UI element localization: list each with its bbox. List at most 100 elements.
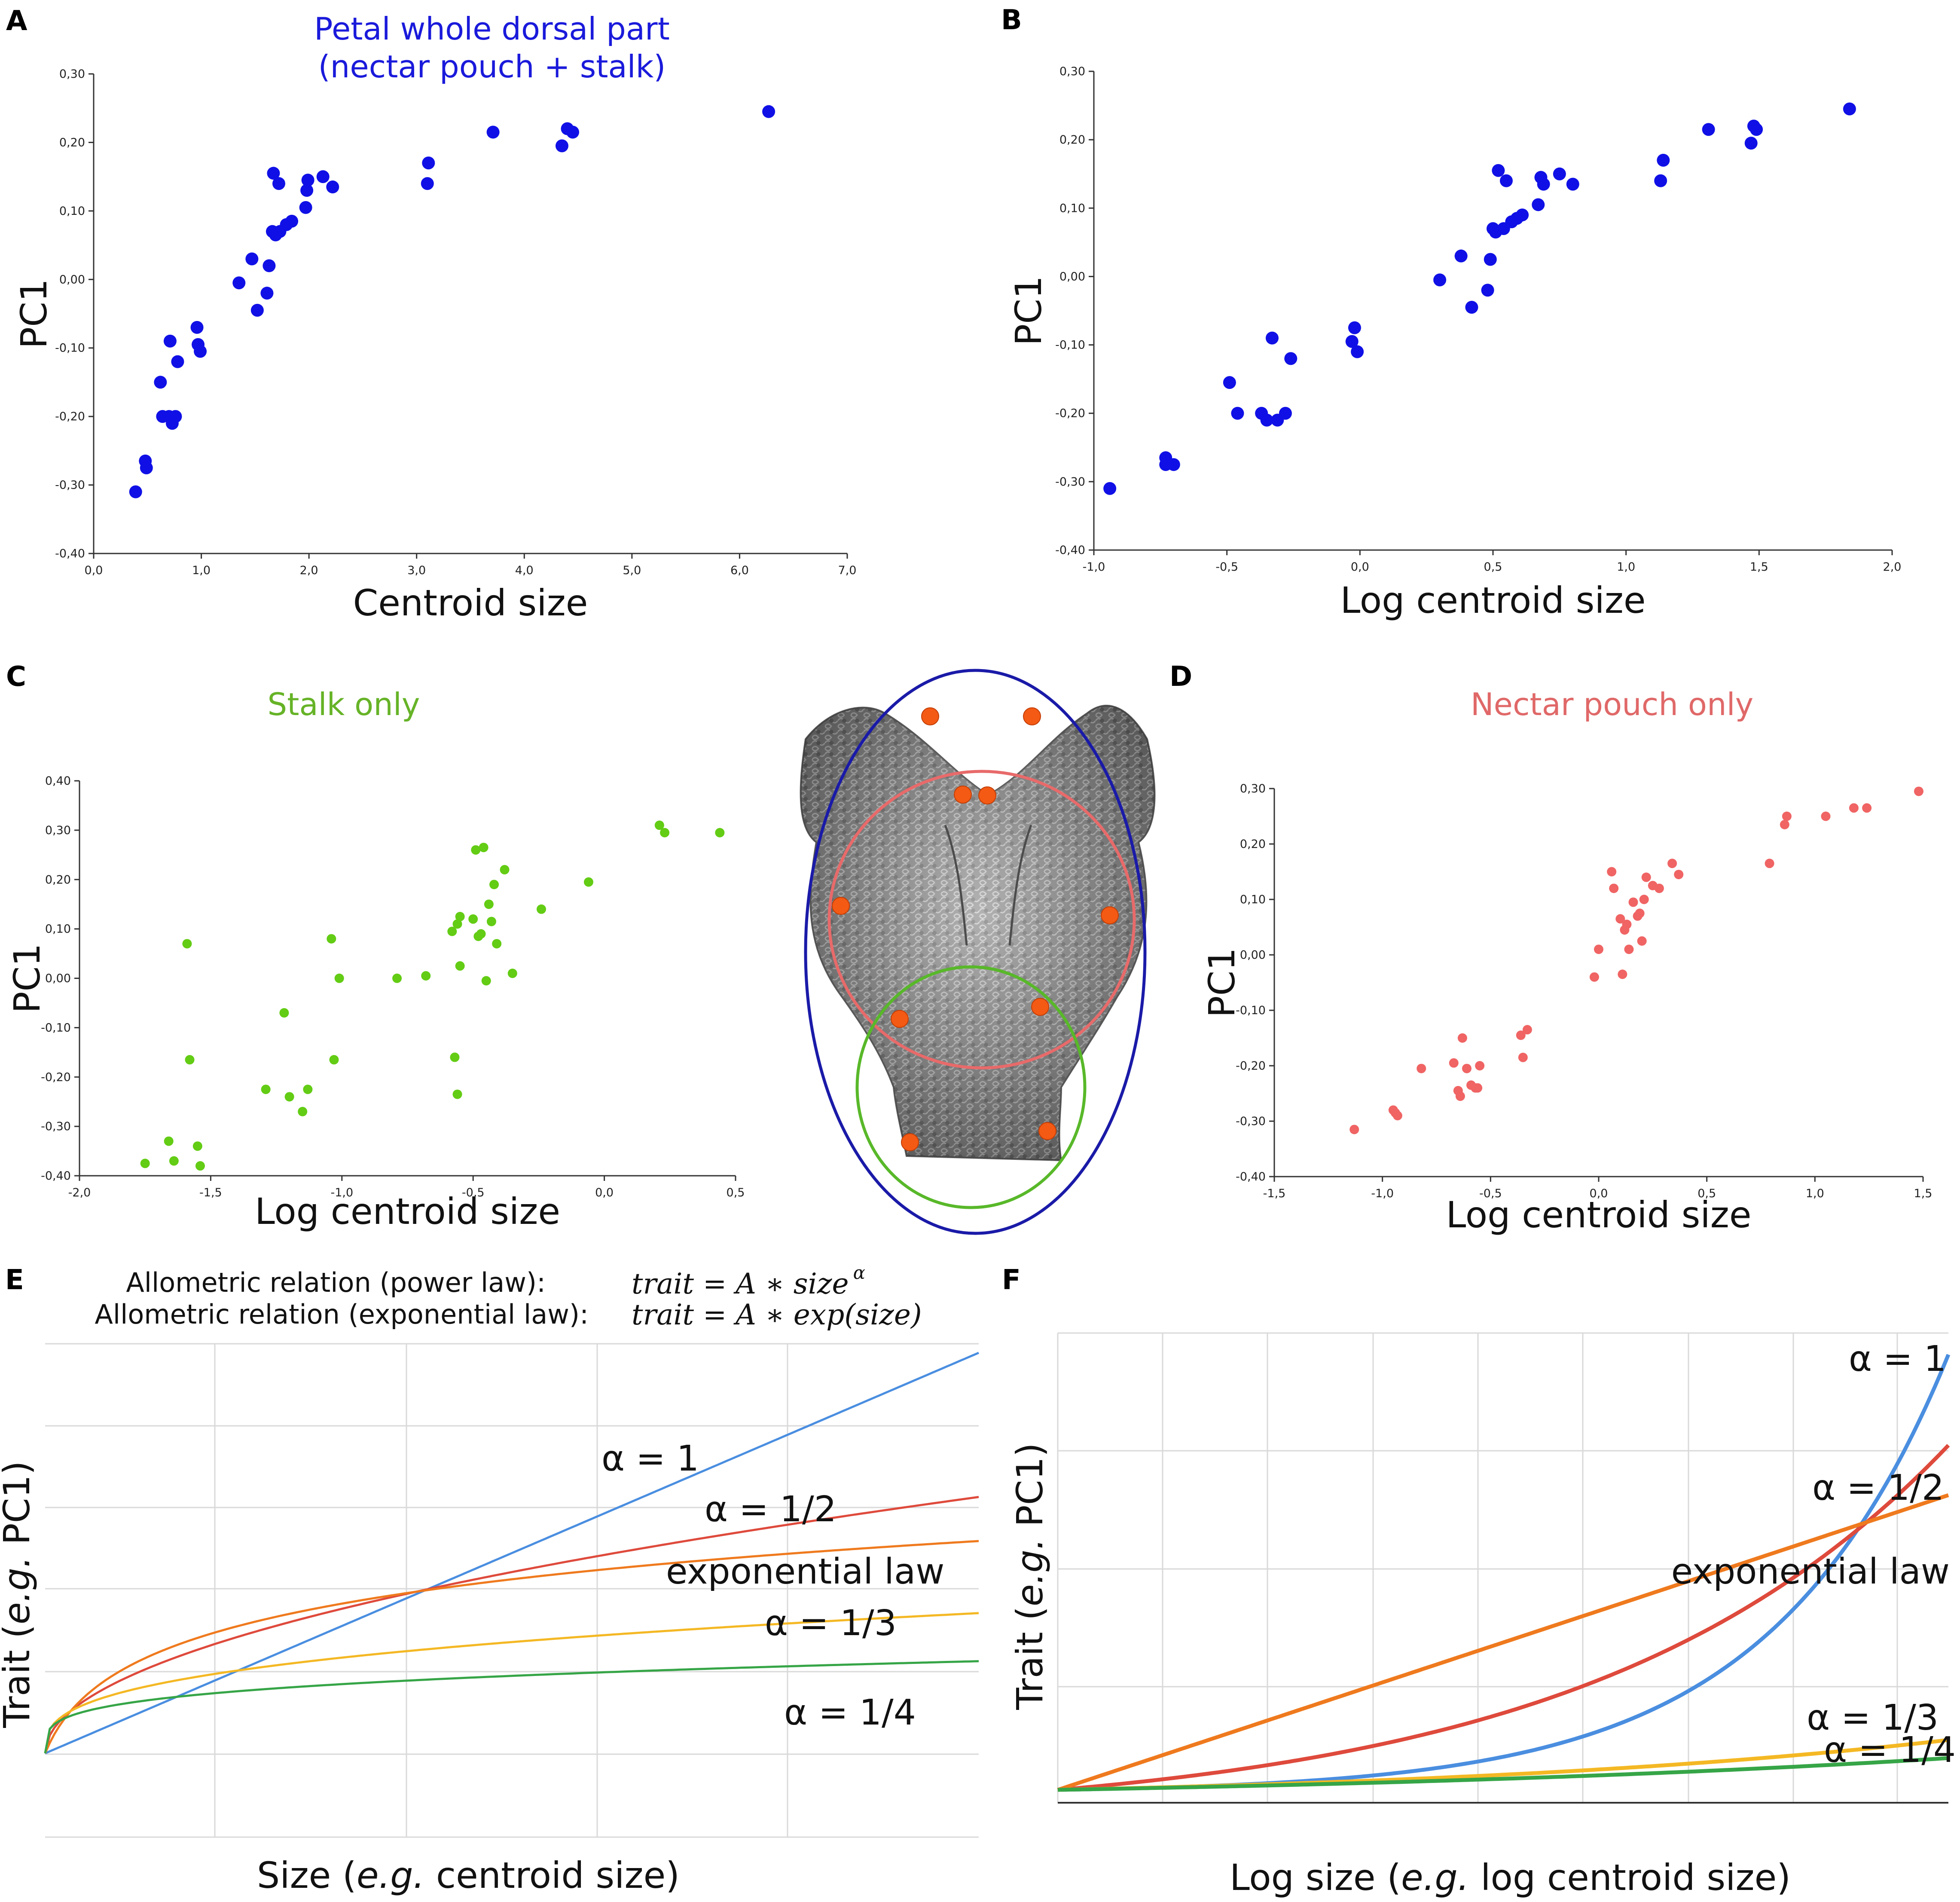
data-point [267, 167, 280, 180]
data-point [327, 934, 336, 944]
y-tick-label: -0,20 [41, 1070, 71, 1084]
x-tick-label: -2,0 [68, 1186, 91, 1199]
data-point [182, 939, 192, 949]
landmarks [832, 707, 1119, 1151]
x-axis-label-part: Log size ( [1230, 1856, 1401, 1899]
data-point [421, 971, 431, 981]
y-tick-label: -0,20 [1236, 1059, 1266, 1073]
data-point [1914, 786, 1923, 796]
data-point [140, 461, 153, 474]
y-tick-label: -0,10 [55, 342, 85, 355]
y-tick-label: -0,30 [41, 1120, 71, 1133]
data-point [190, 321, 204, 334]
data-point [185, 1055, 195, 1065]
panel-label-d: D [1169, 661, 1192, 693]
data-point [284, 1092, 294, 1102]
y-axis-label: PC1 [6, 943, 48, 1013]
data-point [1223, 376, 1236, 389]
series-label-0: α = 1 [601, 1438, 699, 1479]
y-tick-label: -0,30 [1055, 475, 1085, 489]
scatter-panel-a: -0,40 -0,30 -0,20 -0,10 0,00 0,10 0,20 0,30 0,0 1… [13, 11, 856, 624]
data-point [232, 276, 246, 290]
y-axis-label-part: PC1) [1009, 1443, 1051, 1538]
y-axis-label: PC1 [1007, 276, 1050, 346]
stalk-ellipse [855, 965, 1087, 1209]
line-panel-e: Allometric relation (power law): trait =… [0, 1262, 979, 1896]
y-tick-label: 0,00 [1240, 948, 1266, 962]
x-tick-label: 0,0 [1351, 560, 1369, 574]
y-axis-label-part: e.g. [0, 1556, 38, 1624]
data-point [1654, 884, 1664, 893]
data-point [334, 973, 344, 983]
chart-title: Petal whole dorsal part (nectar pouch + s… [314, 11, 670, 85]
data-point [1553, 167, 1566, 180]
data-point [194, 345, 207, 358]
data-point [1566, 177, 1579, 191]
data-point [1532, 198, 1545, 211]
data-point [1843, 102, 1856, 116]
x-tick-label: 1,5 [1914, 1187, 1933, 1200]
y-tick-label: 0,20 [59, 136, 85, 149]
data-point [260, 287, 274, 300]
data-point [1516, 1031, 1526, 1040]
data-point [299, 201, 312, 214]
data-point [1667, 859, 1677, 868]
landmark-point [921, 707, 939, 725]
y-tick-label: 0,20 [45, 873, 71, 887]
data-point [1821, 811, 1831, 821]
data-point [261, 1084, 271, 1094]
data-point [1349, 1125, 1359, 1134]
chart-title-line: Petal whole dorsal part [314, 11, 670, 47]
data-point [452, 1089, 462, 1099]
x-tick-label: 2,0 [1883, 560, 1902, 574]
y-tick-label: 0,00 [45, 972, 71, 985]
y-tick-label: -0,10 [1236, 1004, 1266, 1017]
y-tick-label: 0,10 [1240, 893, 1266, 906]
x-axis-label: Size (e.g. centroid size) [257, 1854, 680, 1896]
series-label-2: exponential law [1671, 1551, 1950, 1592]
data-point [140, 1159, 150, 1168]
y-tick-label: 0,10 [1059, 202, 1085, 215]
data-point [272, 177, 285, 190]
data-point [1484, 253, 1497, 266]
series-line-3 [44, 1612, 979, 1754]
y-axis-label-part: Trait ( [0, 1624, 38, 1728]
formula-power-equation: trait = A ∗ size α [632, 1262, 865, 1300]
data-point [285, 214, 299, 228]
data-point [329, 1055, 339, 1065]
series-line-4 [44, 1660, 979, 1754]
y-tick-label: 0,10 [59, 205, 85, 218]
data-point [1231, 407, 1244, 420]
data-point [715, 828, 725, 838]
formula-exp-equation: trait = A ∗ exp(size) [632, 1298, 922, 1331]
data-point [1780, 820, 1789, 829]
panel-label-e: E [5, 1264, 24, 1296]
x-tick-label: -1,5 [199, 1186, 222, 1199]
y-tick-label: 0,00 [1059, 270, 1085, 283]
x-axis-label-part: Size ( [257, 1854, 357, 1896]
data-point [192, 1141, 202, 1151]
data-point [468, 914, 478, 924]
y-axis-label: PC1 [13, 279, 55, 349]
data-point [1345, 335, 1359, 348]
data-point [1618, 969, 1627, 979]
series-label-3: α = 1/3 [1807, 1697, 1939, 1738]
y-tick-label: -0,30 [1236, 1115, 1266, 1128]
data-point [1492, 164, 1505, 177]
x-axis-label: Log size (e.g. log centroid size) [1230, 1856, 1791, 1899]
data-point [1657, 153, 1670, 167]
x-axis-label: Log centroid size [255, 1190, 560, 1232]
data-point [263, 259, 276, 272]
x-axis-label-part: e.g. [1401, 1856, 1469, 1899]
data-point [476, 929, 486, 939]
nectar-pouch-ellipse [827, 770, 1136, 1070]
data-point [486, 917, 496, 927]
data-point [421, 177, 434, 190]
x-tick-label: 1,5 [1750, 560, 1768, 574]
data-point [1455, 1091, 1465, 1101]
data-point [1594, 945, 1603, 954]
panel-label-a: A [6, 5, 27, 37]
chart-title: Stalk only [268, 686, 420, 722]
data-point [1782, 811, 1792, 821]
data-point [300, 184, 314, 197]
